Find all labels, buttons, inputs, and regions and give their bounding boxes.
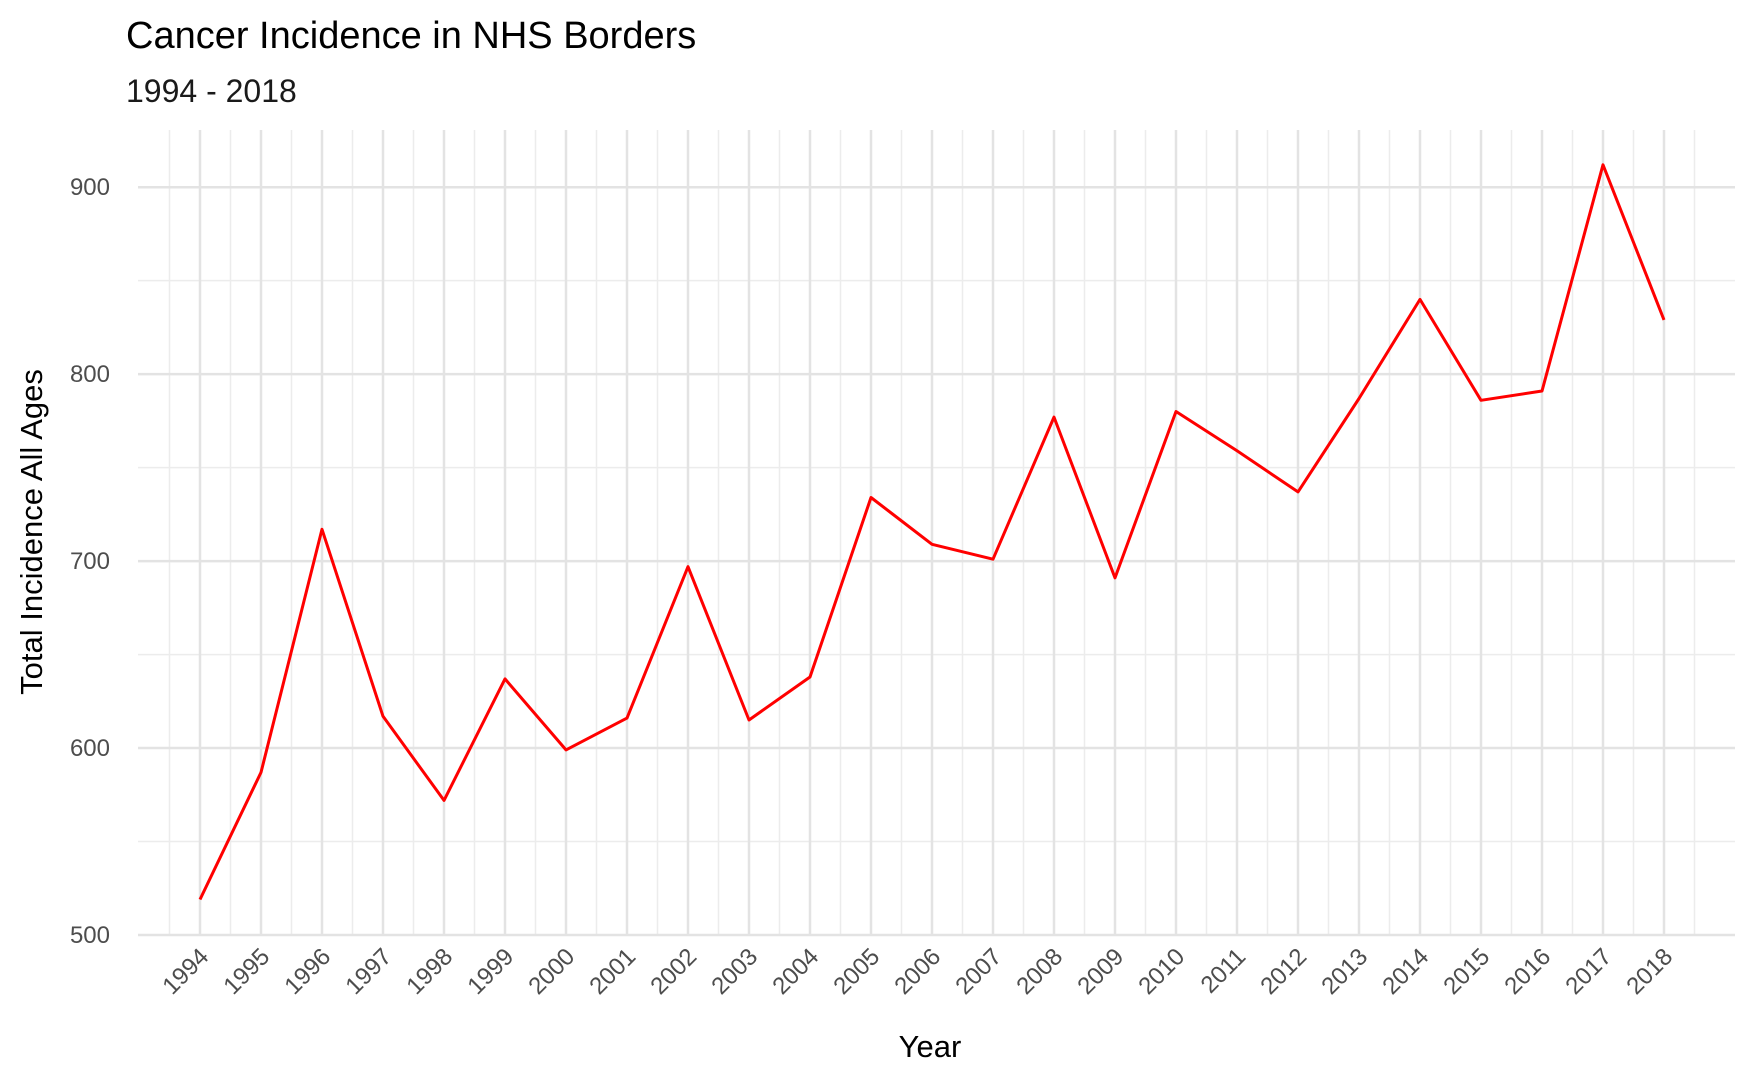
data-point-2009 [1113, 576, 1117, 580]
data-point-2002 [686, 565, 690, 569]
data-point-1997 [381, 714, 385, 718]
x-tick-label: 2006 [889, 943, 946, 1000]
data-point-2017 [1601, 163, 1605, 167]
x-tick-label: 2011 [1196, 943, 1252, 999]
x-tick-label: 1994 [157, 943, 214, 1000]
data-point-2010 [1174, 410, 1178, 414]
x-axis-title: Year [899, 1029, 962, 1064]
x-tick-label: 2008 [1011, 943, 1068, 1000]
x-tick-label: 2016 [1499, 943, 1556, 1000]
x-tick-label: 2005 [828, 943, 885, 1000]
x-tick-label: 2018 [1621, 943, 1678, 1000]
data-point-1998 [442, 798, 446, 802]
x-tick-label: 1996 [279, 943, 336, 1000]
y-tick-label: 900 [70, 174, 110, 201]
data-point-2001 [625, 716, 629, 720]
x-tick-label: 2009 [1072, 943, 1129, 1000]
x-tick-label: 1998 [401, 943, 458, 1000]
y-axis-ticks: 500 600 700 800 900 [70, 174, 110, 949]
x-tick-label: 2015 [1438, 943, 1495, 1000]
data-point-1999 [503, 677, 507, 681]
x-tick-label: 1997 [340, 943, 397, 1000]
data-point-2007 [991, 557, 995, 561]
x-tick-label: 1999 [462, 943, 519, 1000]
data-point-2003 [747, 718, 751, 722]
chart-title: Cancer Incidence in NHS Borders [126, 15, 696, 57]
chart-subtitle: 1994 - 2018 [126, 73, 297, 109]
x-tick-label: 2010 [1133, 943, 1190, 1000]
series-line [198, 163, 1666, 901]
x-tick-label: 2001 [584, 943, 641, 1000]
x-tick-label: 2013 [1316, 943, 1373, 1000]
data-point-2015 [1479, 398, 1483, 402]
x-tick-label: 2000 [523, 943, 580, 1000]
y-axis-title: Total Incidence All Ages [14, 369, 49, 695]
data-point-2006 [930, 542, 934, 546]
x-tick-label: 2007 [950, 943, 1007, 1000]
x-tick-label: 2004 [767, 943, 824, 1000]
major-gridlines [138, 130, 1735, 937]
data-point-2004 [808, 675, 812, 679]
x-tick-label: 2012 [1255, 943, 1312, 1000]
data-point-1996 [320, 527, 324, 531]
data-point-2016 [1540, 389, 1544, 393]
data-point-2014 [1418, 297, 1422, 301]
data-point-2018 [1662, 318, 1666, 322]
data-point-1995 [259, 770, 263, 774]
minor-gridlines [138, 130, 1735, 935]
data-point-2008 [1052, 415, 1056, 419]
x-tick-label: 1995 [218, 943, 275, 1000]
y-tick-label: 700 [70, 548, 110, 575]
data-point-2011 [1235, 449, 1239, 453]
data-point-1994 [198, 897, 202, 901]
x-tick-label: 2014 [1377, 943, 1434, 1000]
x-tick-label: 2002 [645, 943, 702, 1000]
y-tick-label: 600 [70, 735, 110, 762]
data-point-2013 [1357, 396, 1361, 400]
x-tick-label: 2017 [1560, 943, 1617, 1000]
x-tick-label: 2003 [706, 943, 763, 1000]
data-point-2012 [1296, 490, 1300, 494]
data-point-2000 [564, 748, 568, 752]
x-axis-ticks: 1994 1995 1996 1997 1998 1999 2000 2001 2002 2003… [157, 943, 1678, 1000]
y-tick-label: 500 [70, 922, 110, 949]
y-tick-label: 800 [70, 361, 110, 388]
data-point-2005 [869, 496, 873, 500]
